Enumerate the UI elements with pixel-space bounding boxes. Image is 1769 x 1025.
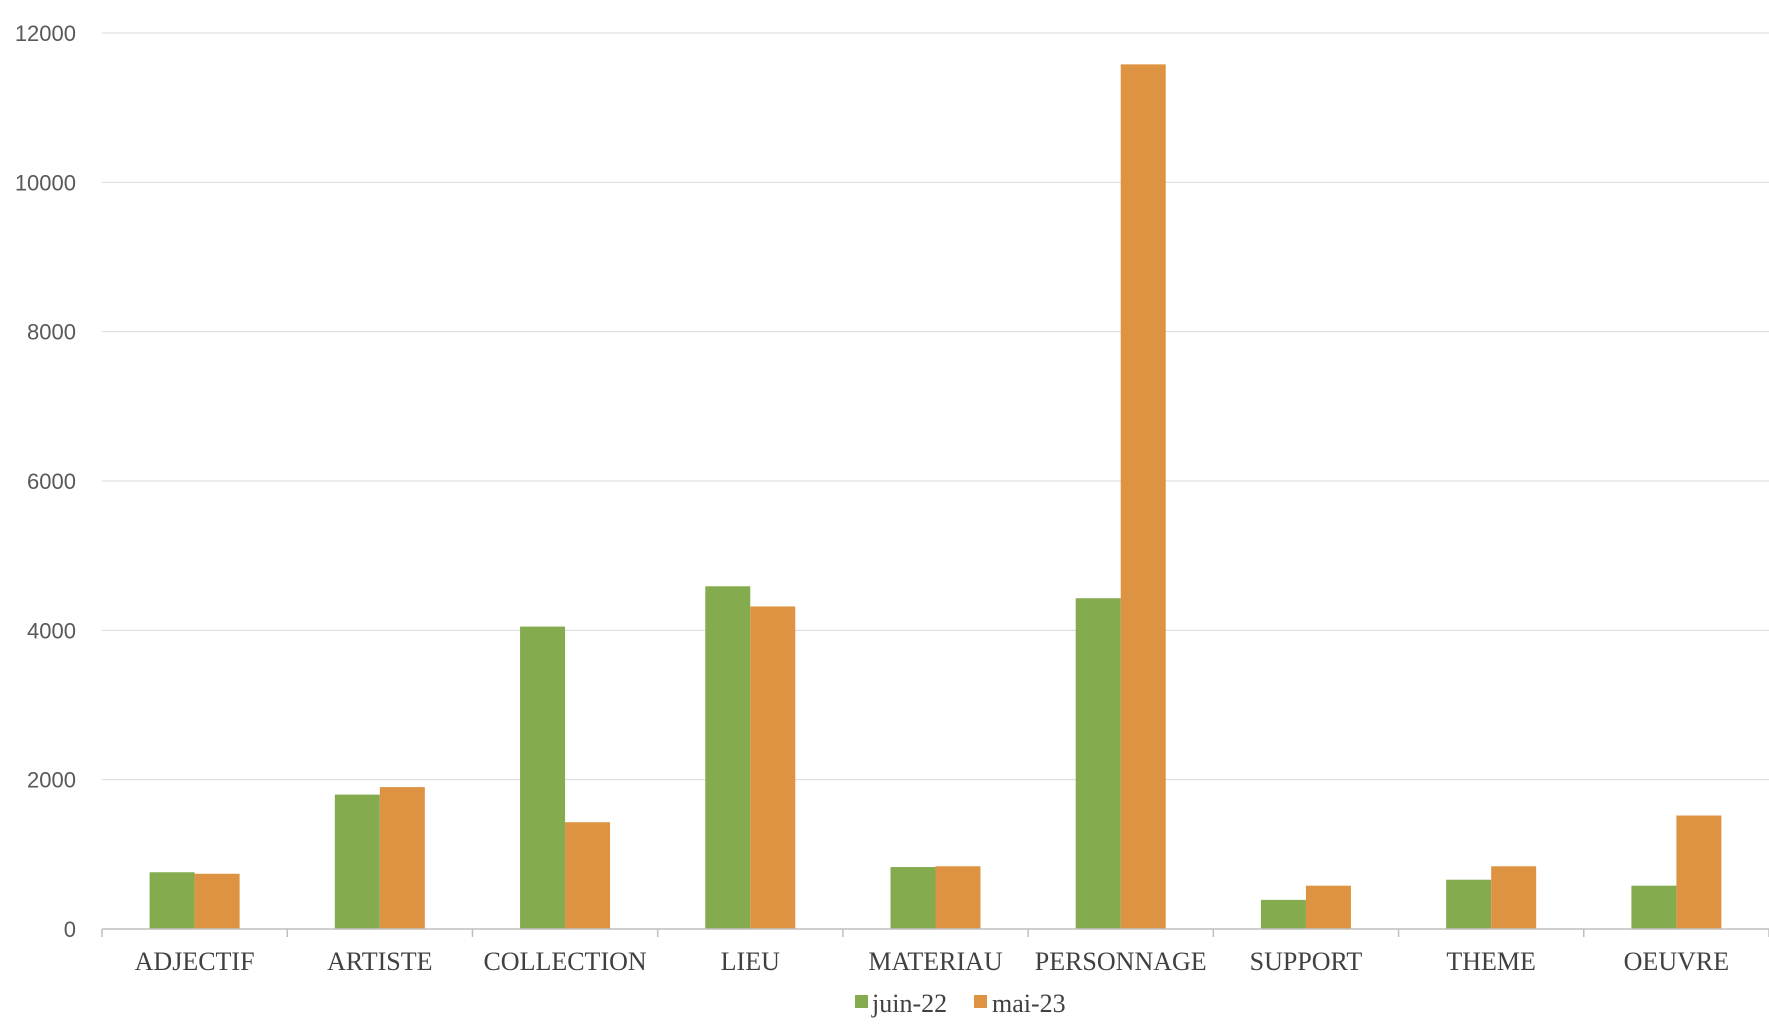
legend-label: mai-23 [992, 989, 1066, 1018]
y-tick-label: 2000 [27, 768, 76, 793]
x-tick-label: PERSONNAGE [1035, 947, 1207, 976]
y-tick-label: 0 [64, 917, 76, 942]
legend-label: juin-22 [871, 989, 947, 1018]
bar-mai-23-artiste [379, 787, 425, 929]
bar-mai-23-theme [1491, 866, 1537, 929]
legend: juin-22 mai-23 [855, 989, 1066, 1018]
y-tick-label: 10000 [15, 170, 76, 195]
bar-mai-23-materiau [935, 866, 981, 929]
bar-mai-23-personnage [1120, 64, 1166, 930]
x-tick-label: ARTISTE [327, 947, 432, 976]
bar-juin-22-collection [520, 626, 566, 929]
x-tick-label: COLLECTION [483, 947, 646, 976]
x-tick-label: OEUVRE [1624, 947, 1729, 976]
bar-mai-23-lieu [750, 606, 796, 929]
bar-mai-23-oeuvre [1676, 815, 1722, 929]
legend-swatch [855, 995, 868, 1008]
legend-swatch [974, 995, 987, 1008]
bar-juin-22-theme [1446, 879, 1492, 929]
x-tick-label: MATERIAU [868, 947, 1003, 976]
x-axis [101, 928, 1769, 937]
x-axis-ticks: ADJECTIF ARTISTE COLLECTION LIEU MATERIAU PER… [135, 947, 1729, 976]
bar-juin-22-personnage [1075, 598, 1121, 929]
bar-juin-22-adjectif [149, 872, 195, 929]
bar-juin-22-oeuvre [1631, 885, 1677, 929]
x-tick-label: THEME [1446, 947, 1536, 976]
gridlines [102, 32, 1769, 781]
y-axis-ticks: 0 2000 4000 6000 8000 10000 12000 [15, 21, 76, 942]
bar-juin-22-artiste [334, 794, 380, 929]
bar-juin-22-lieu [705, 586, 751, 929]
bars [149, 64, 1722, 930]
y-tick-label: 8000 [27, 320, 76, 345]
bar-mai-23-collection [565, 822, 611, 929]
y-tick-label: 4000 [27, 618, 76, 643]
y-tick-label: 12000 [15, 21, 76, 46]
bar-juin-22-support [1260, 899, 1306, 929]
bar-juin-22-materiau [890, 867, 936, 929]
bar-mai-23-adjectif [194, 873, 240, 929]
x-tick-label: LIEU [721, 947, 780, 976]
x-tick-label: SUPPORT [1250, 947, 1363, 976]
bar-mai-23-support [1305, 885, 1351, 929]
x-tick-label: ADJECTIF [135, 947, 255, 976]
y-tick-label: 6000 [27, 469, 76, 494]
